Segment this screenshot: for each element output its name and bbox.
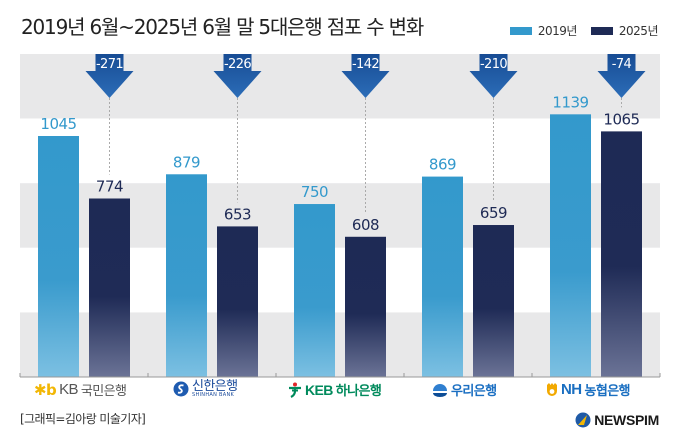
legend-item-2019: 2019년 bbox=[509, 22, 578, 39]
data-label-2019: 879 bbox=[173, 153, 200, 171]
legend-item-2025: 2025년 bbox=[590, 22, 659, 39]
data-label-2025: 1065 bbox=[603, 110, 639, 128]
data-label-2025: 653 bbox=[224, 205, 251, 223]
change-arrow-icon bbox=[213, 54, 262, 98]
bar-2025 bbox=[473, 225, 514, 377]
data-label-2025: 608 bbox=[352, 216, 379, 234]
bar-2019 bbox=[422, 176, 463, 377]
legend-swatch-2025 bbox=[590, 26, 613, 35]
newspim-logo: NEWSPIM bbox=[575, 412, 659, 428]
bank-logos: ✱b KB 국민은행 신한은행 SHINHAN BANK KEB 하나은행 우리… bbox=[20, 378, 660, 404]
change-arrow-icon bbox=[85, 54, 134, 98]
data-label-2025: 659 bbox=[480, 204, 507, 222]
nh-crest-icon bbox=[547, 382, 557, 396]
kb-star-icon: ✱b bbox=[34, 380, 57, 399]
change-arrow-icon bbox=[341, 54, 390, 98]
change-label: -226 bbox=[224, 57, 251, 72]
bar-2019 bbox=[294, 204, 335, 377]
change-arrow-icon bbox=[469, 54, 518, 98]
bar-2025 bbox=[601, 131, 642, 377]
grid-band bbox=[20, 54, 660, 119]
logo-shinhan: 신한은행 SHINHAN BANK bbox=[173, 380, 238, 398]
change-label: -142 bbox=[352, 57, 379, 72]
bar-2025 bbox=[217, 226, 258, 377]
legend-label-2025: 2025년 bbox=[618, 24, 659, 38]
woori-sun-icon bbox=[433, 383, 447, 397]
shinhan-s-icon bbox=[173, 381, 189, 397]
bar-2019 bbox=[38, 136, 79, 377]
change-arrow-icon bbox=[597, 54, 646, 98]
logo-hana: KEB 하나은행 bbox=[288, 380, 382, 399]
newspim-mark-icon bbox=[575, 412, 591, 428]
data-label-2019: 869 bbox=[429, 156, 456, 174]
change-label: -210 bbox=[480, 57, 507, 72]
data-label-2019: 1139 bbox=[552, 93, 588, 111]
bar-2019 bbox=[166, 174, 207, 377]
logo-nh: NH 농협은행 bbox=[546, 380, 631, 399]
hana-person-icon bbox=[289, 382, 301, 398]
data-label-2019: 1045 bbox=[40, 115, 76, 133]
legend-swatch-2019 bbox=[509, 26, 532, 35]
change-label: -271 bbox=[96, 57, 123, 72]
chart-title: 2019년 6월~2025년 6월 말 5대은행 점포 수 변화 bbox=[21, 15, 424, 39]
legend: 2019년 2025년 bbox=[509, 22, 659, 39]
legend-label-2019: 2019년 bbox=[537, 24, 578, 38]
logo-kb: ✱b KB 국민은행 bbox=[34, 380, 127, 400]
logo-woori: 우리은행 bbox=[432, 380, 497, 399]
bar-2025 bbox=[345, 236, 386, 377]
bar-2025 bbox=[89, 198, 130, 377]
graphic-credit: [그래픽=김아랑 미술기자] bbox=[20, 412, 146, 426]
data-label-2025: 774 bbox=[96, 177, 123, 195]
change-label: -74 bbox=[612, 57, 632, 72]
bar-2019 bbox=[550, 114, 591, 377]
data-label-2019: 750 bbox=[301, 183, 328, 201]
